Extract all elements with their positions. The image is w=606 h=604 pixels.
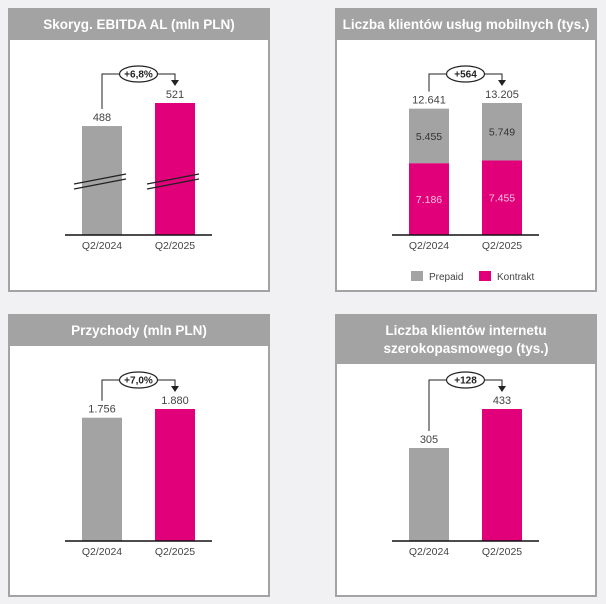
segment-label: 5.455 — [416, 131, 442, 143]
bar — [155, 103, 195, 235]
axis-break-mark — [73, 178, 127, 190]
arrow-down-icon — [171, 386, 179, 392]
value-label: 305 — [420, 434, 438, 446]
category-label: Q2/2024 — [409, 240, 449, 252]
chart-title: Przychody (mln PLN) — [10, 316, 268, 346]
chart-panel-broadband-clients: Liczba klientów internetu szerokopasmowe… — [335, 314, 597, 597]
value-label: 13.205 — [485, 89, 519, 101]
arrow-down-icon — [171, 80, 179, 86]
change-label: +564 — [454, 70, 477, 81]
value-label: 521 — [166, 89, 184, 101]
legend-label: Kontrakt — [497, 272, 534, 283]
change-badge — [118, 371, 159, 389]
category-label: Q2/2025 — [482, 546, 522, 558]
bar — [82, 417, 122, 541]
chart-title-line: szerokopasmowego (tys.) — [383, 341, 549, 356]
chart-title: Skoryg. EBITDA AL (mln PLN) — [10, 10, 268, 40]
bar — [482, 409, 522, 541]
bar-segment-prepaid — [482, 103, 522, 161]
bar — [155, 409, 195, 541]
change-label: +6,8% — [124, 70, 153, 81]
chart-revenue: 1.756 Q2/2024 1.880 Q2/2025 +7,0% — [65, 371, 212, 558]
bar-segment-kontrakt — [409, 163, 449, 235]
value-label: 1.880 — [161, 395, 189, 407]
segment-label: 7.455 — [489, 193, 515, 205]
axis-break-mark — [73, 173, 127, 185]
chart-title: Liczba klientów usług mobilnych (tys.) — [337, 10, 595, 40]
bar — [409, 448, 449, 541]
category-label: Q2/2025 — [155, 546, 195, 558]
chart-title: Liczba klientów internetu szerokopasmowe… — [337, 316, 595, 364]
category-label: Q2/2024 — [409, 546, 449, 558]
category-label: Q2/2025 — [482, 240, 522, 252]
category-label: Q2/2025 — [155, 240, 195, 252]
change-badge — [445, 65, 486, 83]
axis-break-mark — [146, 173, 200, 185]
chart-panel-mobile-clients: Liczba klientów usług mobilnych (tys.) 7… — [335, 8, 597, 292]
segment-label: 5.749 — [489, 127, 515, 139]
bar-segment-prepaid — [409, 108, 449, 164]
category-label: Q2/2024 — [82, 546, 122, 558]
chart-panel-revenue: Przychody (mln PLN) 1.756 Q2/2024 1.880 Q2/… — [8, 314, 270, 597]
bar-segment-kontrakt — [482, 160, 522, 235]
legend-swatch-prepaid — [411, 271, 423, 281]
legend-label: Prepaid — [429, 272, 463, 283]
segment-label: 7.186 — [416, 194, 442, 206]
change-badge — [118, 65, 159, 83]
change-label: +128 — [454, 376, 477, 387]
chart-title-line: Liczba klientów internetu — [385, 323, 547, 338]
chart-broadband-clients: 305 Q2/2024 433 Q2/2025 +128 — [392, 371, 539, 558]
chart-mobile-clients: 7.186 5.455 12.641 Q2/2024 7.455 5.749 13.205 Q… — [392, 65, 539, 283]
arrow-down-icon — [498, 386, 506, 392]
value-label: 488 — [93, 112, 111, 124]
arrow-down-icon — [498, 80, 506, 86]
value-label: 1.756 — [88, 404, 116, 416]
legend-swatch-kontrakt — [479, 271, 491, 281]
change-label: +7,0% — [124, 376, 153, 387]
value-label: 12.641 — [412, 95, 446, 107]
axis-break-mark — [146, 178, 200, 190]
change-badge — [445, 371, 486, 389]
value-label: 433 — [493, 395, 511, 407]
chart-panel-ebitda: Skoryg. EBITDA AL (mln PLN) 488 Q2/2024 52… — [8, 8, 270, 292]
category-label: Q2/2024 — [82, 240, 122, 252]
chart-ebitda: 488 Q2/2024 521 Q2/2025 +6,8% — [65, 65, 212, 252]
